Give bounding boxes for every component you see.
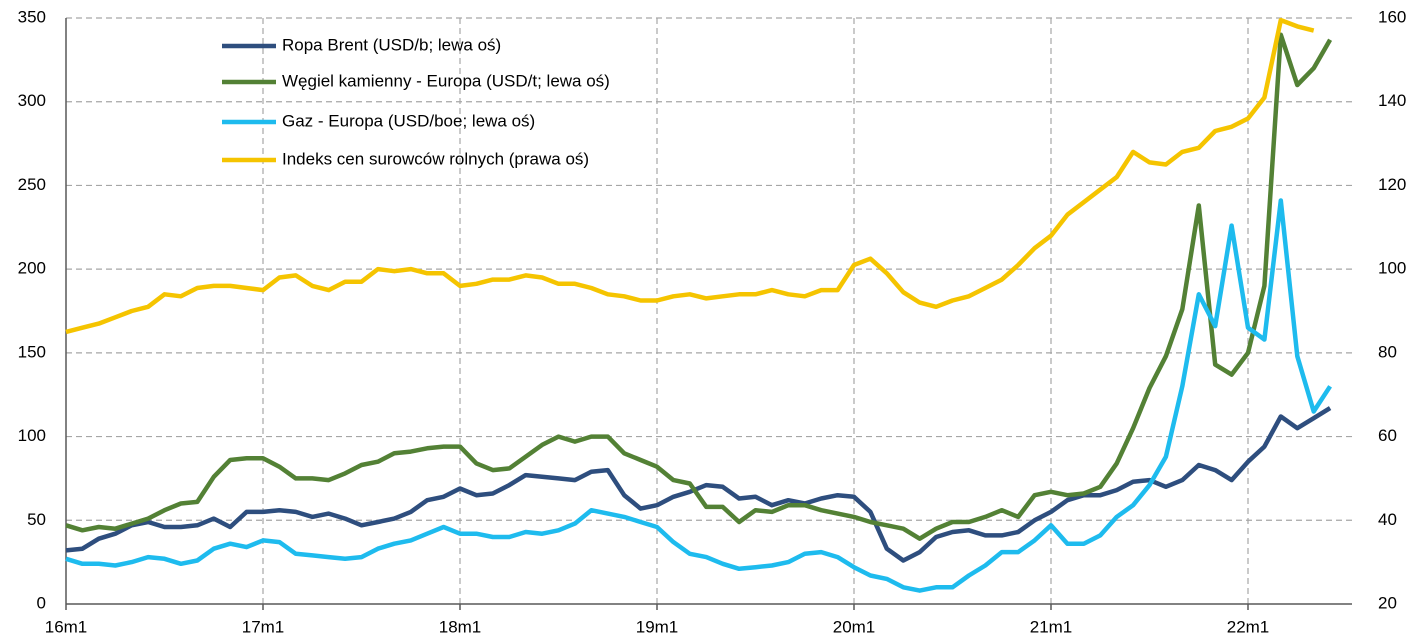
legend-label: Ropa Brent (USD/b; lewa oś)	[282, 35, 501, 54]
legend-label: Gaz - Europa (USD/boe; lewa oś)	[282, 111, 535, 130]
x-tick-label: 18m1	[439, 617, 482, 636]
y-tick-label: 0	[37, 593, 46, 612]
series-line	[65, 17, 1315, 335]
y2-tick-label: 40	[1378, 510, 1397, 529]
x-tick-label: 16m1	[45, 617, 88, 636]
y-tick-label: 350	[18, 7, 46, 26]
legend-label: Indeks cen surowców rolnych (prawa oś)	[282, 149, 589, 168]
x-tick-label: 22m1	[1227, 617, 1270, 636]
series-line	[65, 32, 1333, 541]
y2-tick-label: 160	[1378, 7, 1406, 26]
x-tick-label: 21m1	[1030, 617, 1073, 636]
y-tick-label: 250	[18, 175, 46, 194]
legend-label: Węgiel kamienny - Europa (USD/t; lewa oś…	[282, 71, 610, 90]
y2-tick-label: 80	[1378, 342, 1397, 361]
x-tick-label: 19m1	[636, 617, 679, 636]
y2-tick-label: 60	[1378, 426, 1397, 445]
y2-tick-label: 120	[1378, 175, 1406, 194]
y2-tick-label: 20	[1378, 593, 1397, 612]
y-tick-label: 100	[18, 426, 46, 445]
y-tick-label: 50	[27, 510, 46, 529]
y-tick-label: 200	[18, 259, 46, 278]
y2-tick-label: 140	[1378, 91, 1406, 110]
series-line	[65, 406, 1332, 563]
y2-tick-label: 100	[1378, 259, 1406, 278]
x-tick-label: 20m1	[833, 617, 876, 636]
x-tick-label: 17m1	[242, 617, 285, 636]
y-tick-label: 150	[18, 342, 46, 361]
y-tick-label: 300	[18, 91, 46, 110]
series-line	[65, 198, 1332, 593]
